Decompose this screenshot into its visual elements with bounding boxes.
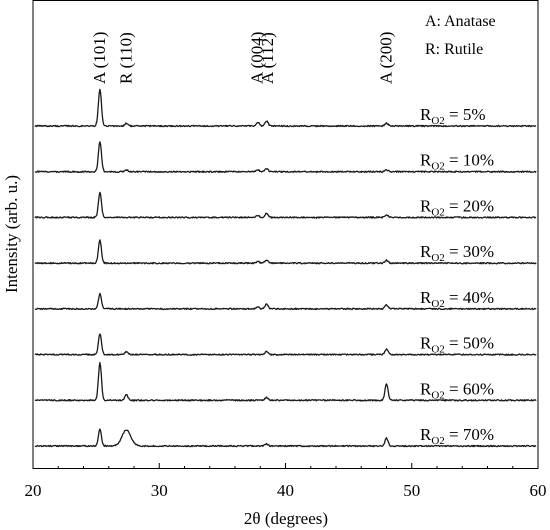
peak-annotation: A (112) bbox=[258, 32, 277, 84]
peak-annotation: A (004) bbox=[248, 32, 267, 84]
x-tick-label: 50 bbox=[403, 481, 420, 500]
trace-30pct bbox=[34, 239, 537, 265]
x-tick-label: 30 bbox=[151, 481, 168, 500]
series-label: RO2 = 40% bbox=[420, 288, 494, 310]
x-axis-ticks: 20 30 40 50 60 bbox=[25, 463, 547, 500]
legend-anatase: A: Anatase bbox=[425, 13, 496, 30]
peak-annotation: R (110) bbox=[116, 32, 135, 84]
series-label: RO2 = 50% bbox=[420, 334, 494, 356]
series-labels: RO2 = 5% RO2 = 10% RO2 = 20% RO2 = 30% RO2 =… bbox=[420, 105, 494, 447]
trace-40pct bbox=[34, 292, 537, 311]
diffraction-traces bbox=[34, 88, 537, 448]
series-label: RO2 = 10% bbox=[420, 151, 494, 173]
x-tick-label: 20 bbox=[25, 481, 42, 500]
x-tick-label: 60 bbox=[530, 481, 547, 500]
y-axis-label: Intensity (arb. u.) bbox=[2, 175, 21, 293]
trace-20pct bbox=[34, 191, 537, 219]
peak-annotation: A (200) bbox=[377, 32, 396, 84]
peak-annotations: A (101) R (110) A (004)A (112) A (200) bbox=[90, 32, 396, 84]
trace-60pct bbox=[34, 361, 537, 402]
x-tick-label: 40 bbox=[277, 481, 294, 500]
trace-50pct bbox=[34, 333, 537, 356]
trace-70pct bbox=[34, 428, 537, 448]
trace-5pct bbox=[34, 88, 537, 128]
x-axis-label: 2θ (degrees) bbox=[244, 509, 328, 528]
series-label: RO2 = 30% bbox=[420, 242, 494, 264]
legend-rutile: R: Rutile bbox=[425, 41, 483, 58]
peak-annotation: A (101) bbox=[90, 32, 109, 84]
series-label: RO2 = 60% bbox=[420, 379, 494, 401]
trace-10pct bbox=[34, 141, 537, 174]
series-label: RO2 = 70% bbox=[420, 425, 494, 447]
series-label: RO2 = 5% bbox=[420, 105, 486, 127]
series-label: RO2 = 20% bbox=[420, 196, 494, 218]
